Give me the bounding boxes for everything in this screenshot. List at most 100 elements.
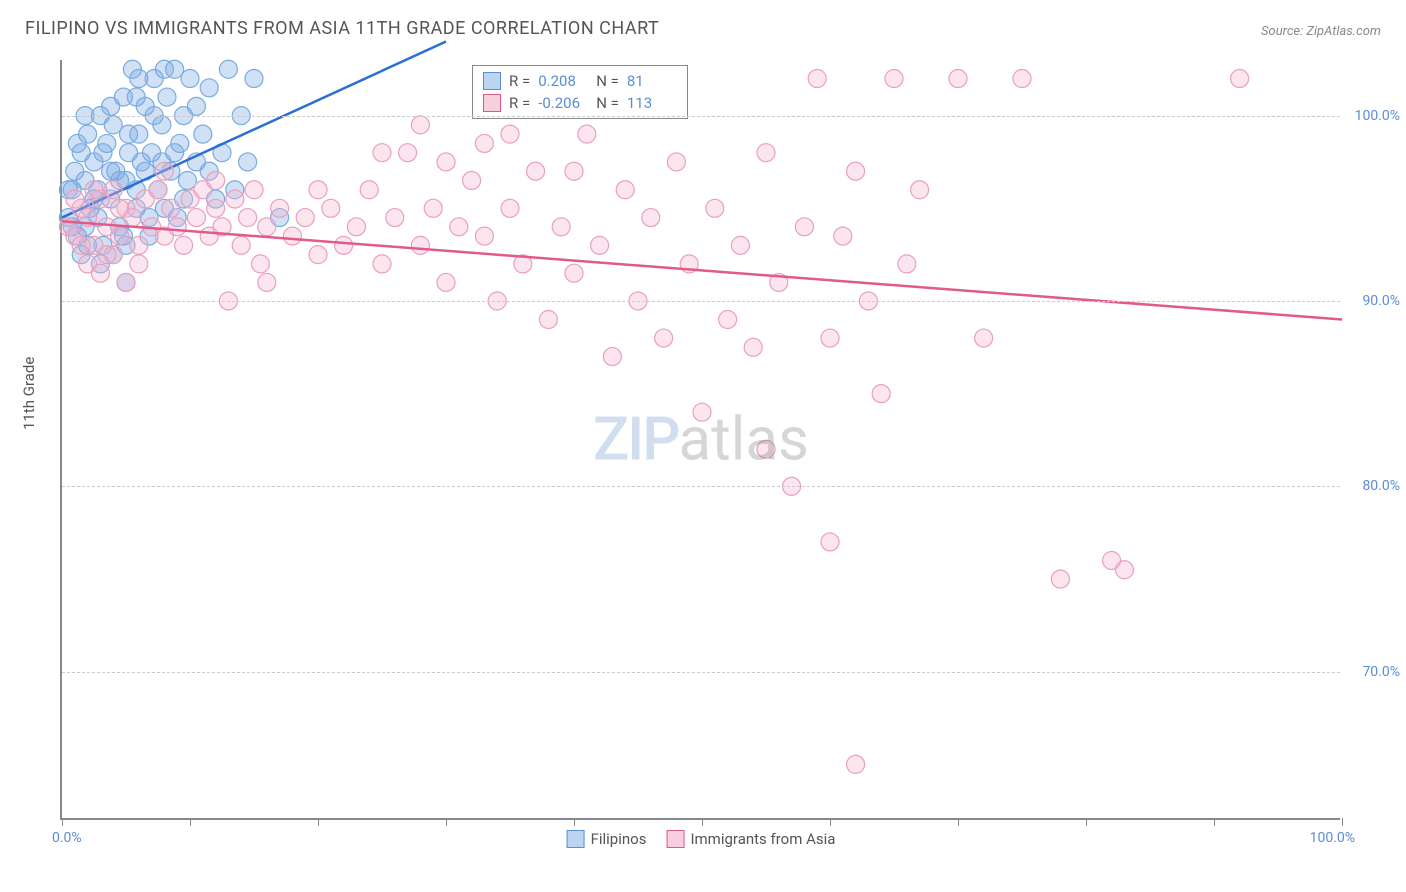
data-point (744, 338, 762, 356)
data-point (347, 218, 365, 236)
x-tick (702, 818, 703, 826)
source-attribution: Source: ZipAtlas.com (1261, 24, 1381, 39)
x-tick (574, 818, 575, 826)
data-point (731, 236, 749, 254)
data-point (885, 70, 903, 88)
data-point (539, 311, 557, 329)
data-point (975, 329, 993, 347)
data-point (155, 60, 173, 78)
legend-r-label: R = (509, 72, 530, 90)
scatter-svg (62, 60, 1342, 820)
gridline (62, 486, 1340, 487)
x-axis-max-label: 100.0% (1310, 830, 1355, 846)
data-point (104, 181, 122, 199)
data-point (117, 273, 135, 291)
data-point (872, 385, 890, 403)
data-point (475, 134, 493, 152)
data-point (411, 116, 429, 134)
legend-n-value-pink: 113 (627, 94, 677, 112)
data-point (475, 227, 493, 245)
data-point (949, 70, 967, 88)
data-point (591, 236, 609, 254)
legend-row-immigrants: R = -0.206 N = 113 (483, 92, 677, 114)
x-tick (958, 818, 959, 826)
data-point (91, 264, 109, 282)
data-point (898, 255, 916, 273)
data-point (130, 255, 148, 273)
swatch-pink-icon (483, 94, 501, 112)
swatch-blue-icon (483, 72, 501, 90)
data-point (239, 153, 257, 171)
data-point (251, 255, 269, 273)
legend-label-filipinos: Filipinos (591, 830, 647, 848)
x-tick (190, 818, 191, 826)
data-point (127, 88, 145, 106)
data-point (757, 144, 775, 162)
data-point (111, 199, 129, 217)
data-point (245, 181, 263, 199)
data-point (450, 218, 468, 236)
data-point (373, 255, 391, 273)
data-point (166, 144, 184, 162)
data-point (130, 70, 148, 88)
data-point (322, 199, 340, 217)
data-point (335, 236, 353, 254)
legend-r-value-blue: 0.208 (538, 72, 588, 90)
data-point (616, 181, 634, 199)
data-point (296, 209, 314, 227)
data-point (309, 246, 327, 264)
data-point (757, 440, 775, 458)
data-point (360, 181, 378, 199)
x-tick (1086, 818, 1087, 826)
data-point (102, 97, 120, 115)
data-point (795, 218, 813, 236)
data-point (245, 70, 263, 88)
x-axis-min-label: 0.0% (52, 830, 82, 846)
data-point (565, 264, 583, 282)
x-tick (830, 818, 831, 826)
data-point (411, 236, 429, 254)
data-point (309, 181, 327, 199)
legend-r-value-pink: -0.206 (538, 94, 588, 112)
data-point (207, 199, 225, 217)
data-point (94, 144, 112, 162)
data-point (501, 199, 519, 217)
data-point (68, 134, 86, 152)
data-point (239, 209, 257, 227)
data-point (706, 199, 724, 217)
legend-row-filipinos: R = 0.208 N = 81 (483, 70, 677, 92)
data-point (847, 162, 865, 180)
data-point (162, 199, 180, 217)
x-tick (318, 818, 319, 826)
data-point (200, 79, 218, 97)
data-point (226, 190, 244, 208)
data-point (821, 329, 839, 347)
x-tick (446, 818, 447, 826)
data-point (111, 227, 129, 245)
data-point (283, 227, 301, 245)
swatch-pink-icon (666, 830, 684, 848)
data-point (667, 153, 685, 171)
data-point (527, 162, 545, 180)
x-tick (1342, 818, 1343, 826)
legend-n-label: N = (596, 94, 619, 112)
gridline (62, 116, 1340, 117)
legend-item-immigrants: Immigrants from Asia (666, 830, 835, 848)
correlation-legend: R = 0.208 N = 81 R = -0.206 N = 113 (472, 65, 688, 119)
chart-title: FILIPINO VS IMMIGRANTS FROM ASIA 11TH GR… (25, 18, 659, 39)
data-point (424, 199, 442, 217)
data-point (655, 329, 673, 347)
data-point (168, 218, 186, 236)
swatch-blue-icon (567, 830, 585, 848)
data-point (175, 236, 193, 254)
y-axis-label: 11th Grade (20, 357, 38, 430)
data-point (72, 236, 90, 254)
data-point (821, 533, 839, 551)
data-point (158, 88, 176, 106)
data-point (181, 70, 199, 88)
x-tick (1214, 818, 1215, 826)
y-tick-label: 90.0% (1345, 293, 1400, 309)
data-point (693, 403, 711, 421)
series-legend: Filipinos Immigrants from Asia (567, 830, 836, 848)
legend-n-label: N = (596, 72, 619, 90)
